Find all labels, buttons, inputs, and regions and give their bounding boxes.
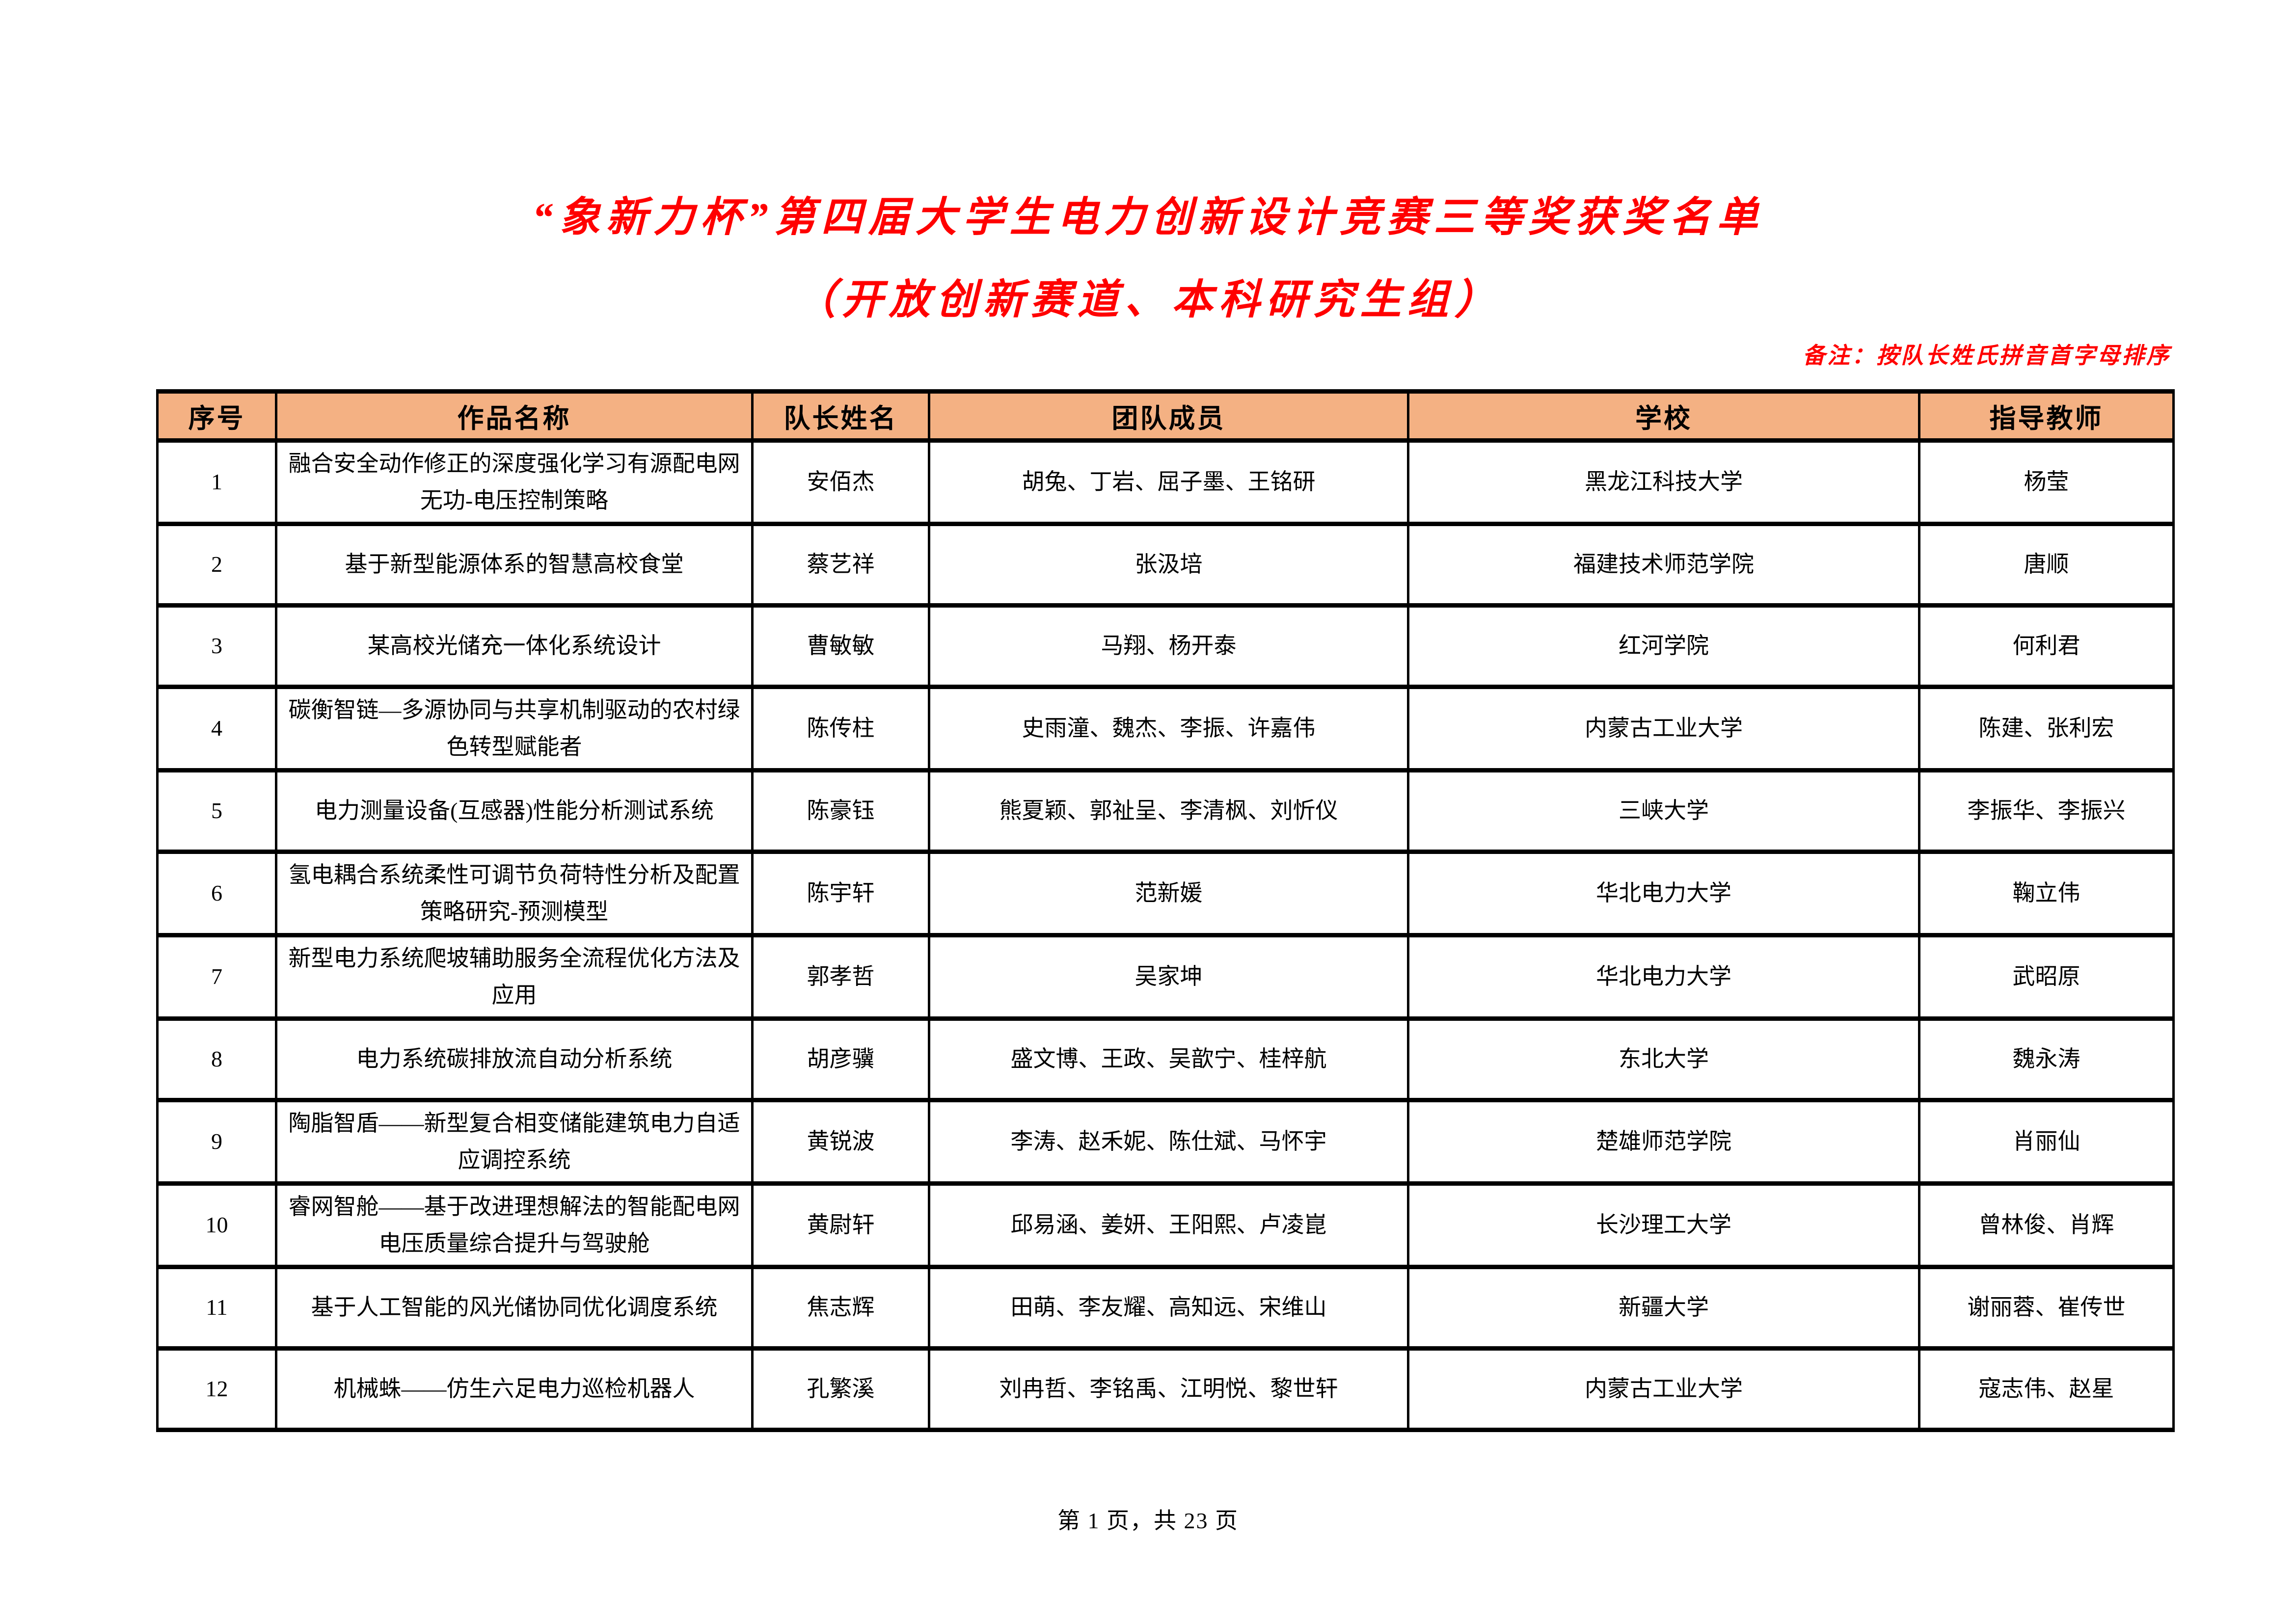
cell-advisors: 何利君 <box>1918 603 2175 690</box>
column-header: 序号 <box>156 389 277 443</box>
cell-members: 刘冉哲、李铭禹、江明悦、黎世轩 <box>928 1346 1409 1433</box>
cell-work_title: 某高校光储充一体化系统设计 <box>275 603 754 690</box>
column-header: 指导教师 <box>1918 389 2175 443</box>
table-row: 5 电力测量设备(互感器)性能分析测试系统 陈豪钰 熊夏颖、郭祉呈、李清枫、刘忻仪 三峡… <box>156 768 2175 854</box>
column-header: 学校 <box>1407 389 1920 443</box>
cell-work_title: 电力系统碳排放流自动分析系统 <box>275 1016 754 1103</box>
cell-school: 华北电力大学 <box>1407 850 1920 938</box>
cell-work_title: 基于新型能源体系的智慧高校食堂 <box>275 522 754 608</box>
table-row: 1 融合安全动作修正的深度强化学习有源配电网无功-电压控制策略 安佰杰 胡兔、丁岩、屈… <box>156 438 2175 527</box>
cell-advisors: 寇志伟、赵星 <box>1918 1346 2175 1433</box>
cell-leader: 陈豪钰 <box>751 768 930 854</box>
cell-leader: 陈传柱 <box>751 685 930 773</box>
cell-advisors: 肖丽仙 <box>1918 1098 2175 1186</box>
cell-leader: 胡彦骥 <box>751 1016 930 1103</box>
cell-leader: 孔繁溪 <box>751 1346 930 1433</box>
awards-table: 序号 作品名称 队长姓名 团队成员 学校 指导教师 1 融合安全动作修正的深度强化学习有源配… <box>156 389 2175 1433</box>
cell-advisors: 曾林俊、肖辉 <box>1918 1181 2175 1270</box>
cell-no: 11 <box>156 1265 277 1351</box>
cell-members: 胡兔、丁岩、屈子墨、王铭研 <box>928 438 1409 527</box>
cell-leader: 郭孝哲 <box>751 933 930 1021</box>
cell-no: 3 <box>156 603 277 690</box>
cell-work_title: 新型电力系统爬坡辅助服务全流程优化方法及应用 <box>275 933 754 1021</box>
cell-no: 4 <box>156 685 277 773</box>
cell-school: 新疆大学 <box>1407 1265 1920 1351</box>
table-row: 4 碳衡智链—多源协同与共享机制驱动的农村绿色转型赋能者 陈传柱 史雨潼、魏杰、李振、… <box>156 685 2175 773</box>
table-body: 1 融合安全动作修正的深度强化学习有源配电网无功-电压控制策略 安佰杰 胡兔、丁岩、屈… <box>156 438 2175 1433</box>
cell-leader: 陈宇轩 <box>751 850 930 938</box>
document-title-line1: “象新力杯”第四届大学生电力创新设计竞赛三等奖获奖名单 <box>532 195 1764 240</box>
cell-no: 7 <box>156 933 277 1021</box>
page-number: 第 1 页，共 23 页 <box>1057 1508 1239 1533</box>
table-header-row: 序号 作品名称 队长姓名 团队成员 学校 指导教师 <box>156 389 2175 443</box>
cell-school: 三峡大学 <box>1407 768 1920 854</box>
document-title-line2: （开放创新赛道、本科研究生组） <box>794 277 1502 323</box>
cell-school: 红河学院 <box>1407 603 1920 690</box>
cell-no: 9 <box>156 1098 277 1186</box>
cell-members: 马翔、杨开泰 <box>928 603 1409 690</box>
cell-school: 楚雄师范学院 <box>1407 1098 1920 1186</box>
cell-work_title: 机械蛛——仿生六足电力巡检机器人 <box>275 1346 754 1433</box>
cell-school: 内蒙古工业大学 <box>1407 685 1920 773</box>
cell-members: 盛文博、王政、吴歆宁、桂梓航 <box>928 1016 1409 1103</box>
cell-advisors: 鞠立伟 <box>1918 850 2175 938</box>
cell-advisors: 谢丽蓉、崔传世 <box>1918 1265 2175 1351</box>
table-row: 8 电力系统碳排放流自动分析系统 胡彦骥 盛文博、王政、吴歆宁、桂梓航 东北大学 魏永涛 <box>156 1016 2175 1103</box>
cell-leader: 安佰杰 <box>751 438 930 527</box>
cell-no: 2 <box>156 522 277 608</box>
cell-work_title: 睿网智舱——基于改进理想解法的智能配电网电压质量综合提升与驾驶舱 <box>275 1181 754 1270</box>
column-header: 作品名称 <box>275 389 754 443</box>
cell-members: 吴家坤 <box>928 933 1409 1021</box>
cell-leader: 蔡艺祥 <box>751 522 930 608</box>
cell-leader: 黄锐波 <box>751 1098 930 1186</box>
cell-school: 华北电力大学 <box>1407 933 1920 1021</box>
sort-note: 备注：按队长姓氏拼音首字母排序 <box>1803 343 2171 368</box>
cell-work_title: 基于人工智能的风光储协同优化调度系统 <box>275 1265 754 1351</box>
cell-members: 田萌、李友耀、高知远、宋维山 <box>928 1265 1409 1351</box>
cell-advisors: 唐顺 <box>1918 522 2175 608</box>
cell-no: 6 <box>156 850 277 938</box>
cell-work_title: 电力测量设备(互感器)性能分析测试系统 <box>275 768 754 854</box>
column-header: 团队成员 <box>928 389 1409 443</box>
table-row: 3 某高校光储充一体化系统设计 曹敏敏 马翔、杨开泰 红河学院 何利君 <box>156 603 2175 690</box>
cell-advisors: 陈建、张利宏 <box>1918 685 2175 773</box>
table-row: 6 氢电耦合系统柔性可调节负荷特性分析及配置策略研究-预测模型 陈宇轩 范新媛 华北电力… <box>156 850 2175 938</box>
cell-leader: 焦志辉 <box>751 1265 930 1351</box>
cell-work_title: 氢电耦合系统柔性可调节负荷特性分析及配置策略研究-预测模型 <box>275 850 754 938</box>
cell-no: 1 <box>156 438 277 527</box>
table-row: 2 基于新型能源体系的智慧高校食堂 蔡艺祥 张汲培 福建技术师范学院 唐顺 <box>156 522 2175 608</box>
table-row: 9 陶脂智盾——新型复合相变储能建筑电力自适应调控系统 黄锐波 李涛、赵禾妮、陈仕斌、… <box>156 1098 2175 1186</box>
table-row: 10 睿网智舱——基于改进理想解法的智能配电网电压质量综合提升与驾驶舱 黄尉轩 邱易涵… <box>156 1181 2175 1270</box>
cell-advisors: 杨莹 <box>1918 438 2175 527</box>
cell-school: 内蒙古工业大学 <box>1407 1346 1920 1433</box>
cell-work_title: 陶脂智盾——新型复合相变储能建筑电力自适应调控系统 <box>275 1098 754 1186</box>
column-header: 队长姓名 <box>751 389 930 443</box>
cell-members: 熊夏颖、郭祉呈、李清枫、刘忻仪 <box>928 768 1409 854</box>
cell-school: 福建技术师范学院 <box>1407 522 1920 608</box>
cell-no: 12 <box>156 1346 277 1433</box>
cell-no: 8 <box>156 1016 277 1103</box>
table-row: 11 基于人工智能的风光储协同优化调度系统 焦志辉 田萌、李友耀、高知远、宋维山 新疆大… <box>156 1265 2175 1351</box>
cell-members: 李涛、赵禾妮、陈仕斌、马怀宇 <box>928 1098 1409 1186</box>
cell-members: 张汲培 <box>928 522 1409 608</box>
cell-leader: 曹敏敏 <box>751 603 930 690</box>
cell-no: 10 <box>156 1181 277 1270</box>
cell-members: 范新媛 <box>928 850 1409 938</box>
cell-advisors: 魏永涛 <box>1918 1016 2175 1103</box>
cell-leader: 黄尉轩 <box>751 1181 930 1270</box>
cell-members: 邱易涵、姜妍、王阳熙、卢凌崑 <box>928 1181 1409 1270</box>
cell-no: 5 <box>156 768 277 854</box>
cell-advisors: 武昭原 <box>1918 933 2175 1021</box>
cell-work_title: 碳衡智链—多源协同与共享机制驱动的农村绿色转型赋能者 <box>275 685 754 773</box>
cell-school: 黑龙江科技大学 <box>1407 438 1920 527</box>
cell-advisors: 李振华、李振兴 <box>1918 768 2175 854</box>
table-row: 12 机械蛛——仿生六足电力巡检机器人 孔繁溪 刘冉哲、李铭禹、江明悦、黎世轩 内蒙古工… <box>156 1346 2175 1433</box>
cell-school: 长沙理工大学 <box>1407 1181 1920 1270</box>
cell-school: 东北大学 <box>1407 1016 1920 1103</box>
table-row: 7 新型电力系统爬坡辅助服务全流程优化方法及应用 郭孝哲 吴家坤 华北电力大学 武昭原 <box>156 933 2175 1021</box>
cell-members: 史雨潼、魏杰、李振、许嘉伟 <box>928 685 1409 773</box>
cell-work_title: 融合安全动作修正的深度强化学习有源配电网无功-电压控制策略 <box>275 438 754 527</box>
